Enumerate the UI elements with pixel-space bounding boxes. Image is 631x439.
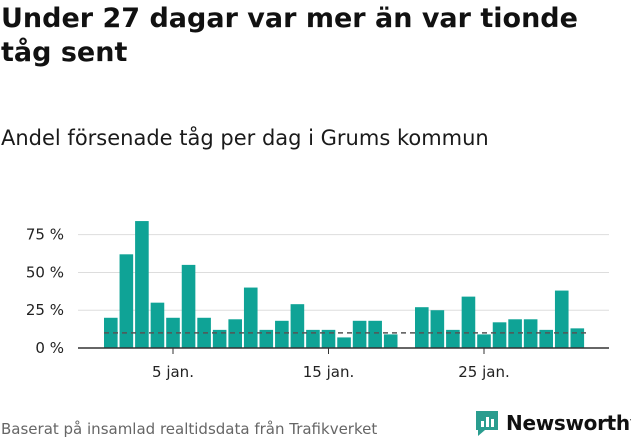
bar: [119, 254, 134, 348]
bar: [508, 319, 522, 348]
chart-subtitle: Andel försenade tåg per dag i Grums komm…: [1, 126, 489, 150]
bar: [243, 287, 258, 348]
bars: [104, 221, 585, 348]
bar: [446, 329, 460, 348]
axes: 5 jan. 15 jan. 25 jan.: [78, 347, 609, 381]
bar: [570, 328, 585, 348]
x-tick-label: 25 jan.: [458, 363, 510, 381]
bar: [383, 334, 398, 348]
bar: [181, 264, 196, 348]
bar: [290, 304, 305, 348]
bar: [150, 302, 165, 348]
bar: [337, 337, 351, 348]
bar: [321, 329, 336, 348]
bar: [492, 322, 507, 348]
y-tick-label: 0 %: [35, 339, 64, 357]
chart-title: Under 27 dagar var mer än var tionde tåg…: [1, 3, 578, 68]
bar-chart-logo-icon: [476, 411, 498, 436]
brand-name: Newsworthy: [506, 411, 631, 435]
bar: [415, 307, 429, 348]
bar: [259, 329, 274, 348]
bar: [275, 320, 289, 348]
bar: [554, 290, 569, 348]
x-tick-label: 5 jan.: [152, 363, 194, 381]
bar: [135, 221, 149, 348]
bar: [539, 329, 553, 348]
bar: [166, 317, 180, 348]
bar: [477, 334, 491, 348]
bar: [523, 319, 538, 348]
bar: [228, 319, 242, 348]
y-tick-label: 50 %: [26, 263, 64, 281]
bar-chart: 0 % 25 % 50 % 75 % 5 jan. 15 jan. 25 jan.: [26, 221, 609, 381]
x-tick-label: 15 jan.: [303, 363, 355, 381]
bar: [104, 317, 118, 348]
bar: [430, 310, 445, 348]
bar: [368, 320, 382, 348]
brand-logo: Newsworthy: [474, 408, 631, 438]
bar: [306, 329, 320, 348]
source-note: Baserat på insamlad realtidsdata från Tr…: [1, 420, 378, 438]
y-tick-label: 25 %: [26, 301, 64, 319]
bar: [212, 329, 227, 348]
y-tick-label: 75 %: [26, 226, 64, 244]
bar: [352, 320, 367, 348]
bar: [461, 296, 476, 348]
grid-lines: 0 % 25 % 50 % 75 %: [26, 226, 609, 357]
